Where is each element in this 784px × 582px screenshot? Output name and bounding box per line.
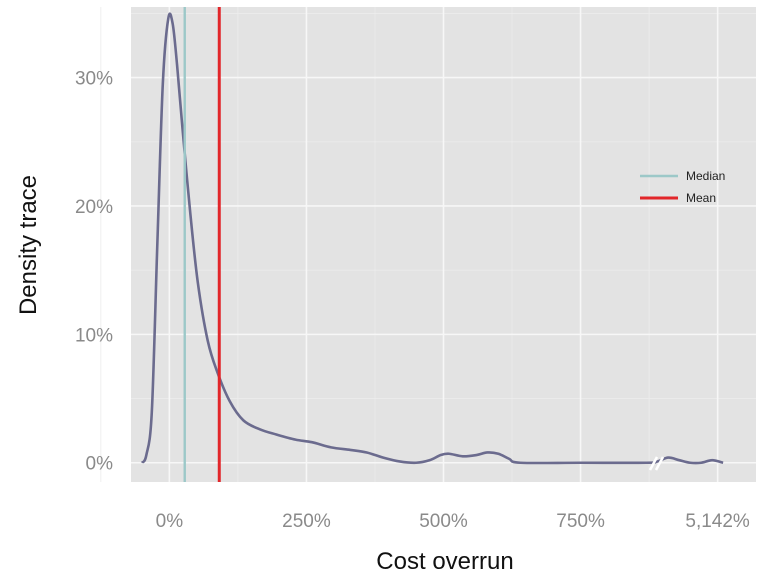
- x-tick-label: 500%: [419, 511, 468, 532]
- axis-break-mark: [648, 456, 665, 471]
- x-tick-label: 250%: [282, 511, 331, 532]
- legend: Median Mean: [640, 169, 725, 205]
- x-tick-label: 5,142%: [685, 511, 750, 532]
- x-tick-label: 0%: [156, 511, 184, 532]
- y-tick-label: 30%: [75, 69, 113, 90]
- y-tick-label: 10%: [75, 325, 113, 346]
- x-tick-labels: 0% 250% 500% 750% 5,142%: [156, 511, 750, 532]
- y-tick-labels: 0% 10% 20% 30%: [75, 69, 113, 475]
- y-tick-label: 20%: [75, 197, 113, 218]
- major-gridlines: [131, 7, 756, 482]
- y-tick-label: 0%: [86, 454, 114, 475]
- legend-median-label: Median: [686, 169, 725, 183]
- x-axis-title: Cost overrun: [376, 548, 513, 575]
- legend-mean-label: Mean: [686, 191, 716, 205]
- x-tick-label: 750%: [556, 511, 605, 532]
- y-axis-title: Density trace: [15, 175, 42, 315]
- density-line: [140, 12, 724, 465]
